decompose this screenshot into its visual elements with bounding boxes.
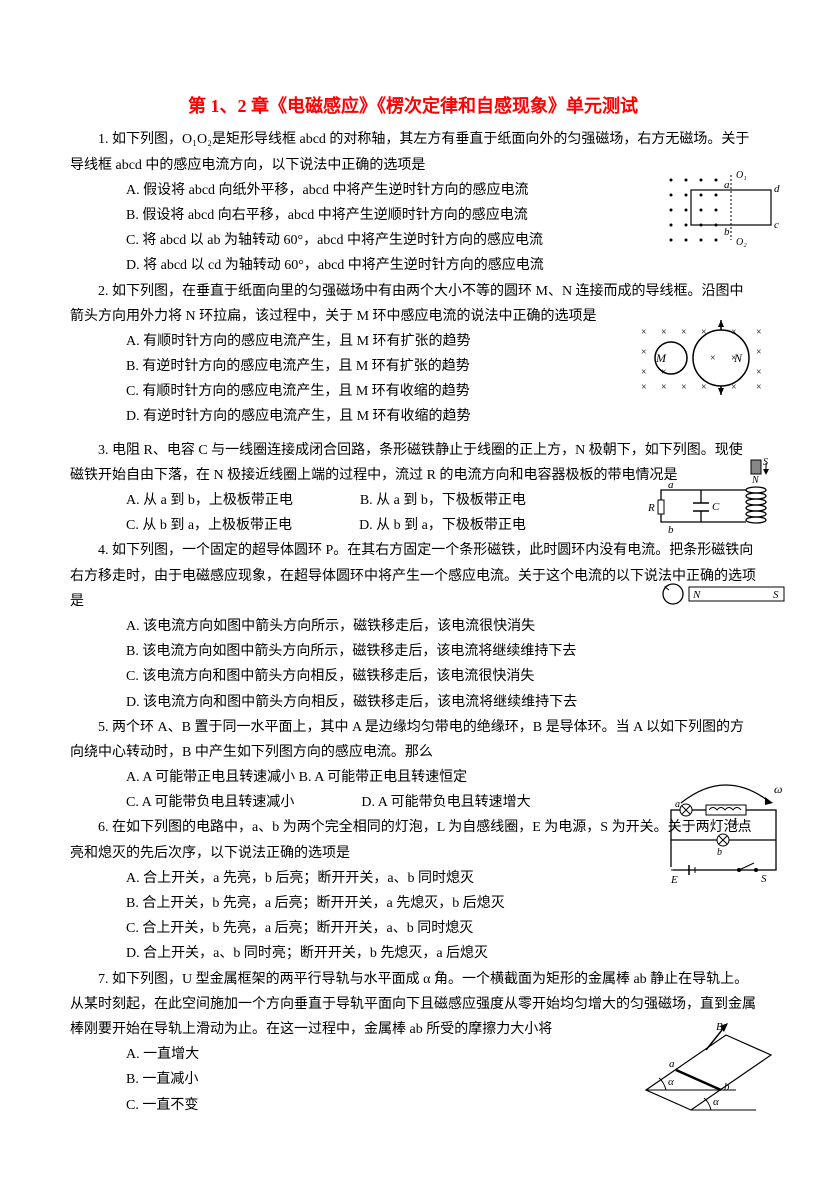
svg-text:×: × <box>681 327 687 338</box>
label-n4: N <box>692 589 701 601</box>
diagram-2: ×××××× ×× ××× ×××××× ×× M N <box>636 320 776 395</box>
label-e: E <box>670 874 678 885</box>
svg-text:×: × <box>756 367 762 378</box>
q4-option-b: B. 该电流方向如图中箭头方向所示，磁铁移走后，该电流将继续维持下去 <box>70 639 756 664</box>
label-bfield: B <box>716 1021 723 1033</box>
diagram-5: ω L a b E S <box>661 775 786 885</box>
label-n: N <box>751 475 760 486</box>
label-omega: ω <box>774 782 782 796</box>
svg-text:×: × <box>756 382 762 393</box>
label-o1: O₁ <box>736 170 747 181</box>
diagram-6: B a b α α <box>636 1020 776 1120</box>
q6-option-a: A. 合上开关，a 先亮，b 后亮；断开开关，a、b 同时熄灭 <box>70 866 756 891</box>
q6-option-b: B. 合上开关，b 先亮，a 后亮；断开开关，a 先熄灭，b 后熄灭 <box>70 891 756 916</box>
label-b3: b <box>668 524 674 536</box>
q5-stem: 5. 两个环 A、B 置于同一水平面上，其中 A 是边缘均匀带电的绝缘环，B 是… <box>70 715 756 765</box>
q5-option-ab: A. A 可能带正电且转速减小 B. A 可能带正电且转速恒定 <box>70 765 756 790</box>
label-alpha: α <box>668 1076 674 1088</box>
svg-text:×: × <box>701 382 707 393</box>
question-1: 1. 如下列图，O₁O₂是矩形导线框 abcd 的对称轴，其左方有垂直于纸面向外… <box>70 127 756 278</box>
q1-option-d: D. 将 abcd 以 cd 为轴转动 60°，abcd 中将产生逆时针方向的感… <box>70 253 756 278</box>
label-b: b <box>724 226 730 238</box>
svg-text:×: × <box>756 327 762 338</box>
label-a: a <box>724 179 730 191</box>
label-b5: b <box>717 847 722 858</box>
q1-stem: 1. 如下列图，O₁O₂是矩形导线框 abcd 的对称轴，其左方有垂直于纸面向外… <box>70 127 756 177</box>
label-c: C <box>712 501 720 513</box>
svg-text:×: × <box>756 347 762 358</box>
q4-option-a: A. 该电流方向如图中箭头方向所示，磁铁移走后，该电流很快消失 <box>70 614 756 639</box>
svg-text:×: × <box>641 382 647 393</box>
svg-text:×: × <box>641 327 647 338</box>
label-n: N <box>733 351 743 365</box>
q4-option-d: D. 该电流方向和图中箭头方向相反，磁铁移走后，该电流将继续维持下去 <box>70 690 756 715</box>
q6-stem: 6. 在如下列图的电路中，a、b 为两个完全相同的灯泡，L 为自感线圈，E 为电… <box>70 815 756 865</box>
q4-option-c: C. 该电流方向和图中箭头方向相反，磁铁移走后，该电流很快消失 <box>70 664 756 689</box>
q4-stem: 4. 如下列图，一个固定的超导体圆环 P。在其右方固定一个条形磁铁，此时圆环内没… <box>70 538 756 614</box>
label-a3: a <box>668 479 674 491</box>
label-c: c <box>774 219 779 231</box>
question-4: 4. 如下列图，一个固定的超导体圆环 P。在其右方固定一个条形磁铁，此时圆环内没… <box>70 538 756 714</box>
svg-text:×: × <box>641 347 647 358</box>
svg-text:×: × <box>710 353 716 364</box>
diagram-4: N S <box>661 582 791 607</box>
label-r: R <box>647 502 655 514</box>
svg-text:×: × <box>681 382 687 393</box>
q1-option-c: C. 将 abcd 以 ab 为轴转动 60°，abcd 中将产生逆时针方向的感… <box>70 228 756 253</box>
label-d: d <box>774 183 780 195</box>
q5-options-cd: C. A 可能带负电且转速减小 D. A 可能带负电且转速增大 <box>70 790 756 815</box>
diagram-3: S N R C a b <box>646 455 776 525</box>
question-5: 5. 两个环 A、B 置于同一水平面上，其中 A 是边缘均匀带电的绝缘环，B 是… <box>70 715 756 816</box>
q6-option-c: C. 合上开关，b 先亮，a 后亮；断开开关，a、b 同时熄灭 <box>70 916 756 941</box>
svg-text:×: × <box>661 327 667 338</box>
diagram-1: O₁ O₂ a b c d <box>661 170 791 250</box>
q6-option-d: D. 合上开关，a、b 同时亮；断开开关，b 先熄灭，a 后熄灭 <box>70 941 756 966</box>
page-title: 第 1、2 章《电磁感应》《楞次定律和自感现象》单元测试 <box>70 90 756 122</box>
label-a5: a <box>675 799 680 810</box>
question-6: 6. 在如下列图的电路中，a、b 为两个完全相同的灯泡，L 为自感线圈，E 为电… <box>70 815 756 966</box>
label-m: M <box>655 351 667 365</box>
q2-option-d: D. 有逆时针方向的感应电流产生，且 M 环有收缩的趋势 <box>70 404 756 429</box>
q1-option-a: A. 假设将 abcd 向纸外平移，abcd 中将产生逆时针方向的感应电流 <box>70 178 756 203</box>
label-alpha2: α <box>713 1096 719 1108</box>
svg-text:×: × <box>641 367 647 378</box>
label-sw: S <box>761 873 767 885</box>
label-l: L <box>732 816 739 828</box>
label-o2: O₂ <box>736 237 747 248</box>
label-s4: S <box>773 589 779 601</box>
label-a6: a <box>669 1058 675 1070</box>
q1-option-b: B. 假设将 abcd 向右平移，abcd 中将产生逆顺时针方向的感应电流 <box>70 203 756 228</box>
svg-text:×: × <box>661 382 667 393</box>
label-b6: b <box>724 1081 730 1093</box>
